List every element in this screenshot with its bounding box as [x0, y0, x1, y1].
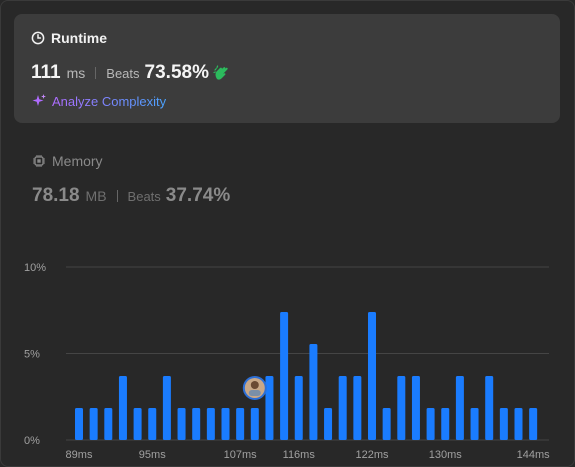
distribution-bar[interactable]: [177, 407, 186, 440]
distribution-bar[interactable]: [529, 407, 538, 440]
distribution-bar[interactable]: [294, 375, 303, 440]
chip-icon: [33, 155, 45, 167]
y-tick-label: 10%: [24, 262, 46, 274]
distribution-bar[interactable]: [162, 375, 171, 440]
distribution-bar[interactable]: [485, 375, 494, 440]
distribution-bar[interactable]: [133, 407, 142, 440]
runtime-distribution-chart: 0% 5% 10% 89ms 95ms 107ms 116ms 122ms 130ms 144ms: [24, 262, 551, 461]
memory-beats-label: Beats: [127, 189, 161, 204]
x-tick-label: 107ms: [224, 449, 258, 461]
distribution-bar[interactable]: [426, 407, 435, 440]
distribution-bar[interactable]: [206, 407, 215, 440]
distribution-bar[interactable]: [148, 407, 157, 440]
runtime-beats-value: 73.58%: [144, 62, 209, 83]
distribution-bar[interactable]: [514, 407, 523, 440]
runtime-title: Runtime: [51, 30, 107, 46]
distribution-bar[interactable]: [221, 407, 230, 440]
distribution-bar[interactable]: [89, 407, 98, 440]
distribution-bar[interactable]: [309, 343, 318, 440]
distribution-bar[interactable]: [75, 407, 83, 440]
analyze-complexity-link[interactable]: Analyze Complexity: [31, 93, 166, 109]
distribution-bar[interactable]: [280, 311, 289, 440]
distribution-bar[interactable]: [397, 375, 406, 440]
distribution-bar[interactable]: [338, 375, 347, 440]
avatar-head: [250, 380, 259, 389]
runtime-unit: ms: [66, 65, 86, 81]
runtime-stats: 111 ms Beats 73.58%: [31, 62, 231, 84]
distribution-bar[interactable]: [250, 407, 259, 440]
distribution-bar[interactable]: [236, 407, 245, 440]
distribution-bar[interactable]: [192, 407, 201, 440]
runtime-beats-label: Beats: [106, 66, 140, 81]
avatar-shoulders: [248, 389, 261, 396]
x-tick-label: 116ms: [283, 449, 316, 461]
distribution-bar[interactable]: [104, 407, 113, 440]
distribution-bar[interactable]: [118, 375, 127, 440]
memory-header[interactable]: Memory: [32, 153, 103, 169]
runtime-header: Runtime: [31, 30, 107, 46]
analyze-complexity-label: Analyze Complexity: [52, 93, 167, 109]
distribution-bar[interactable]: [499, 407, 508, 440]
memory-unit: MB: [85, 188, 107, 204]
y-tick-label: 5%: [24, 349, 40, 361]
x-tick-label: 122ms: [355, 449, 389, 461]
x-tick-label: 144ms: [517, 449, 551, 461]
memory-value: 78.18: [32, 185, 80, 206]
divider: [95, 67, 97, 79]
runtime-value: 111: [31, 62, 61, 83]
sparkle-icon: [32, 94, 46, 106]
divider: [116, 190, 118, 202]
distribution-bar[interactable]: [324, 407, 333, 440]
distribution-bar[interactable]: [353, 375, 362, 440]
distribution-bar[interactable]: [368, 311, 376, 440]
x-tick-label: 89ms: [66, 449, 93, 461]
distribution-bar[interactable]: [441, 407, 450, 440]
runtime-card[interactable]: Runtime 111 ms Beats 73.58% Analyze Comp…: [14, 14, 560, 123]
memory-beats-value: 37.74%: [165, 185, 231, 206]
distribution-bar[interactable]: [382, 407, 391, 440]
memory-title: Memory: [52, 153, 103, 169]
distribution-bar[interactable]: [470, 407, 479, 440]
clap-icon: [213, 65, 228, 80]
x-tick-label: 95ms: [139, 449, 166, 461]
y-tick-label: 0%: [24, 435, 40, 447]
distribution-bar[interactable]: [455, 375, 464, 440]
distribution-bar[interactable]: [265, 375, 274, 440]
memory-stats: 78.18 MB Beats 37.74%: [32, 185, 230, 207]
clock-icon: [31, 31, 45, 45]
x-tick-label: 130ms: [429, 449, 463, 461]
distribution-bar[interactable]: [411, 375, 420, 440]
